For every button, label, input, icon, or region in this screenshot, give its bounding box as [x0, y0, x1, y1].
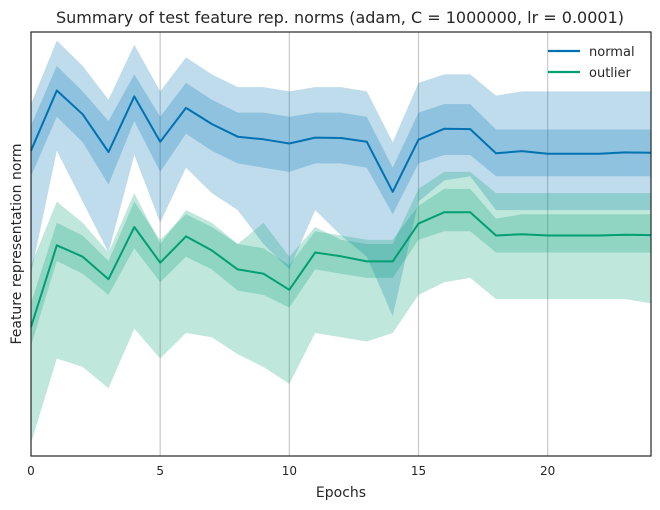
band-outer-outlier [31, 171, 651, 444]
legend: normal outlier [548, 45, 635, 81]
band-inner-outlier [31, 188, 651, 346]
x-tick-label-15: 15 [411, 464, 426, 478]
x-gridlines [159, 32, 549, 456]
x-tick-label-20: 20 [540, 464, 555, 478]
x-tick-label-10: 10 [282, 464, 297, 478]
series-line-normal [30, 89, 652, 193]
legend-label-outlier: outlier [589, 66, 632, 81]
x-tick-label-5: 5 [156, 464, 164, 478]
plot-frame [30, 31, 652, 457]
band-inner-normal [31, 65, 651, 215]
chart-title: Summary of test feature rep. norms (adam… [56, 8, 624, 27]
x-tick-labels: 0 5 10 15 20 [27, 464, 555, 478]
x-tick-label-0: 0 [27, 464, 35, 478]
y-axis-label: Feature representation norm [9, 143, 25, 344]
confidence-bands [31, 40, 651, 444]
legend-label-normal: normal [589, 45, 635, 60]
series-lines [30, 89, 652, 328]
series-line-outlier [30, 211, 652, 328]
x-axis-label: Epochs [316, 485, 366, 501]
